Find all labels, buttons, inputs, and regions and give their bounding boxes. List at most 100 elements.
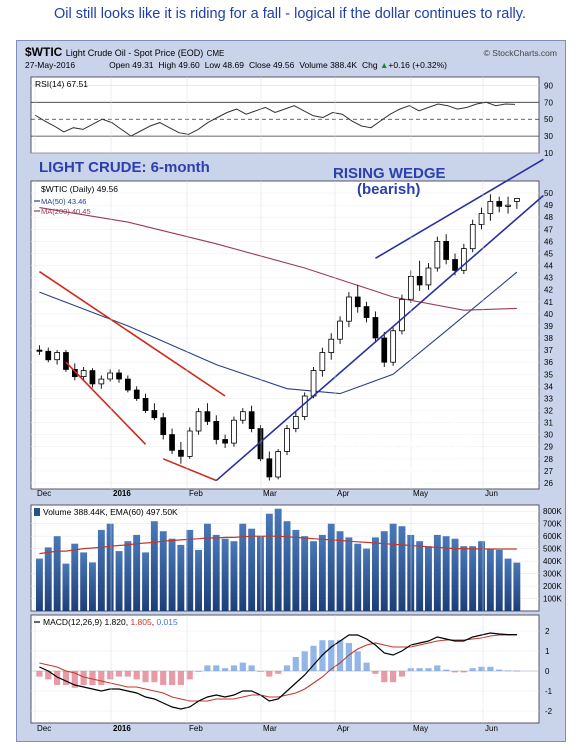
macd-hist-bar [354, 651, 361, 671]
volume-bar [301, 536, 309, 611]
volume-bar [195, 549, 202, 611]
volume-bar [451, 538, 459, 611]
volume-bar [97, 529, 105, 611]
candle [98, 375, 105, 389]
candle [301, 392, 308, 421]
commentary-line: completing and the price having [321, 425, 469, 437]
candle-body [478, 213, 485, 225]
candle [186, 427, 193, 459]
ma200-line [39, 207, 517, 311]
trendline [162, 458, 217, 482]
ma200-legend: MA(200) 40.45 [41, 207, 91, 216]
price-tick-label: 29 [544, 443, 553, 452]
x-tick-label: Apr [337, 724, 350, 733]
x-tick-label: 2016 [113, 724, 131, 733]
candle [178, 441, 184, 464]
price-tick-label: 40 [544, 310, 553, 319]
volume-bar [177, 544, 185, 611]
price-tick-label: 45 [544, 249, 553, 258]
volume-legend: Volume 388.44K, EMA(60) 497.50K [43, 507, 178, 517]
candle-body [116, 372, 122, 380]
low-value: 48.69 [223, 60, 245, 70]
rsi-tick-label: 10 [544, 149, 553, 158]
macd-hist-bar [381, 671, 388, 683]
price-legend-symbol: $WTIC (Daily) 49.56 [41, 184, 118, 194]
trendline [215, 194, 544, 482]
candle-body [107, 372, 113, 380]
candle-body [169, 434, 175, 451]
volume-tick-label: 100K [543, 595, 562, 604]
open-label: Open [109, 60, 130, 70]
macd-hist-bar [230, 665, 238, 671]
candle-body [337, 320, 343, 340]
candle [266, 451, 273, 481]
macd-hist-bar [71, 671, 78, 688]
macd-line [39, 632, 517, 710]
rsi-label: RSI(14) 67.51 [35, 79, 88, 89]
volume-bar [318, 534, 326, 611]
x-axis-layer: Dec Dec 2016 2016 Feb Feb Mar Mar Apr Apr May May Ju… [34, 77, 498, 733]
candle [514, 197, 520, 209]
volume-bar [486, 548, 494, 611]
candle [478, 207, 485, 230]
candle-body [443, 240, 450, 260]
x-tick-label: May [413, 724, 428, 733]
open-value: 49.31 [132, 60, 154, 70]
volume-value: 388.4K [330, 60, 357, 70]
ma50-legend: MA(50) 43.46 [41, 197, 86, 206]
candle [160, 412, 167, 440]
rsi-tick-label: 50 [544, 115, 553, 124]
price-tick-label: 32 [544, 406, 553, 415]
macd-layer: 2 1 0 -1 -2 [31, 627, 553, 716]
price-tick-label: 39 [544, 322, 553, 331]
candle-body [363, 306, 370, 318]
candle-body [496, 201, 503, 207]
candle [416, 260, 423, 291]
macd-signal-line [39, 634, 517, 702]
change-glyph: ▲ [380, 60, 388, 70]
symbol-title: $WTIC Light Crude Oil - Spot Price (EOD)… [25, 45, 224, 59]
macd-legend-value: 1.820 [104, 617, 126, 627]
volume-bar [106, 523, 114, 611]
macd-hist-bar [398, 671, 406, 677]
candle-body [45, 350, 52, 361]
candle-body [54, 352, 61, 361]
candle [496, 196, 503, 213]
macd-hist-bar [160, 671, 167, 685]
headline: Oil still looks like it is riding for a … [54, 6, 526, 22]
candle [80, 367, 87, 382]
exchange: CME [207, 49, 225, 58]
candle-body [460, 248, 467, 271]
macd-tick-label: 2 [545, 627, 550, 636]
macd-hist-bar [292, 657, 299, 671]
macd-hist-bar [425, 668, 432, 671]
candle-body [195, 411, 202, 432]
candle [36, 345, 43, 355]
macd-hist-bar [505, 670, 512, 672]
volume-bar [115, 551, 123, 611]
volume-legend-label: Volume [43, 507, 72, 517]
trendline [65, 361, 147, 445]
candle [133, 386, 140, 401]
candle-body [310, 370, 317, 397]
price-tick-label: 33 [544, 394, 553, 403]
candle [222, 434, 228, 448]
macd-hist-bar [89, 671, 96, 685]
volume-bar [204, 523, 211, 611]
volume-bar [89, 562, 96, 611]
macd-hist-bar [496, 669, 503, 671]
candle-body [63, 352, 69, 370]
change-label: Chg [362, 60, 378, 70]
macd-hist-bar [151, 671, 158, 683]
price-tick-label: 28 [544, 455, 553, 464]
x-tick-label: May [413, 489, 428, 498]
instrument-name: Light Crude Oil - Spot Price (EOD) [66, 48, 204, 58]
candle-body [505, 204, 511, 207]
volume-bar [274, 508, 282, 611]
watermark: © StockCharts.com [484, 48, 557, 58]
candle [239, 408, 246, 424]
candle-body [98, 378, 105, 385]
volume-bar [36, 558, 43, 611]
candle [328, 333, 335, 360]
volume-bar [495, 549, 503, 611]
